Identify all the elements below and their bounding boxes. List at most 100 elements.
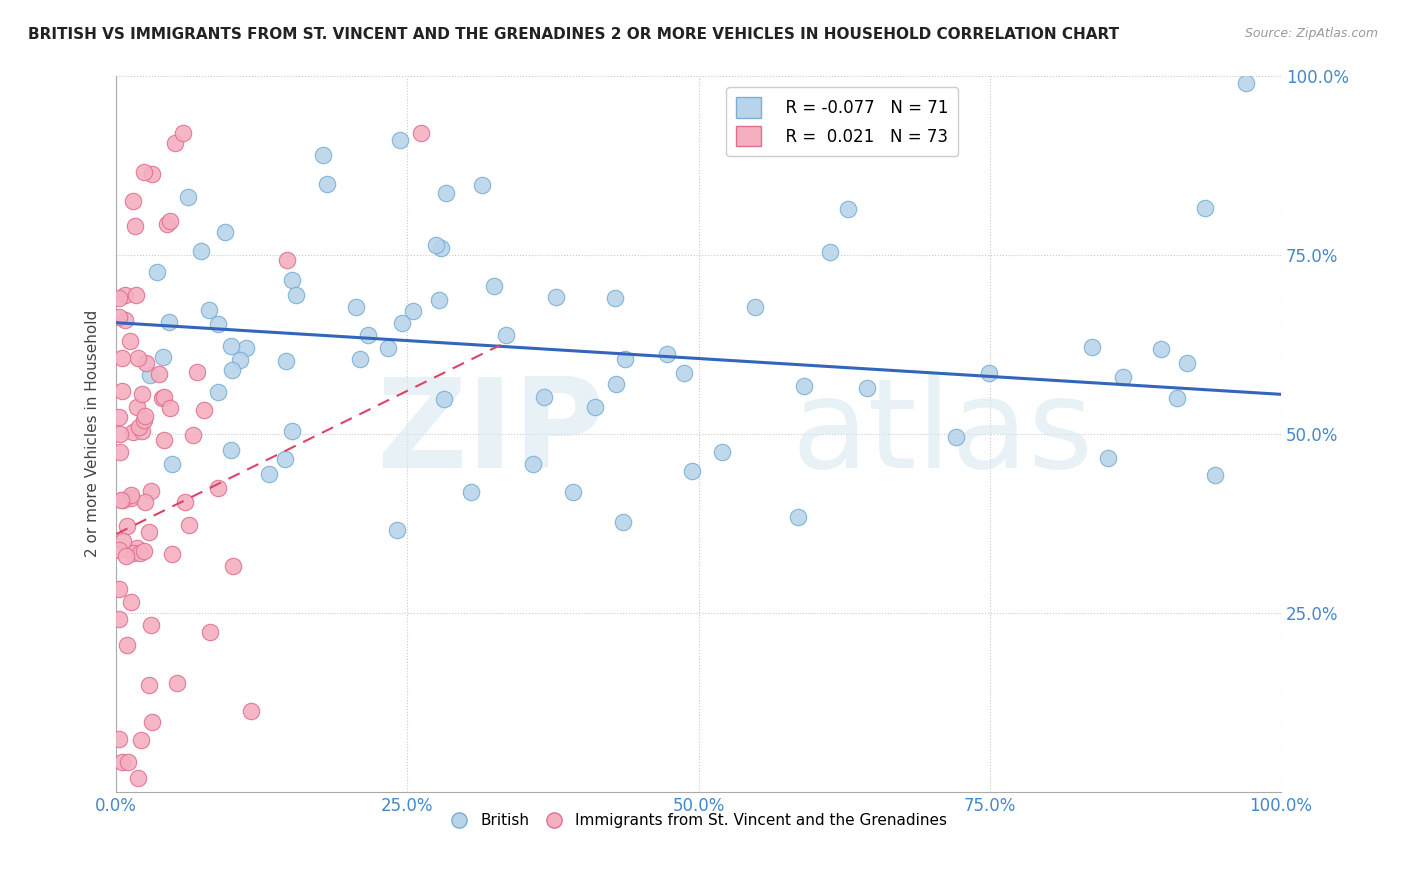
Point (482, 279, 505, 293)
Point (141, 483, 163, 498)
Point (221, 558, 243, 573)
Point (114, 312, 136, 326)
Text: Source: ZipAtlas.com: Source: ZipAtlas.com (1244, 27, 1378, 40)
Point (153, 390, 176, 404)
Point (214, 225, 236, 239)
Point (141, 715, 163, 730)
Point (120, 595, 142, 609)
Point (160, 547, 183, 561)
Point (138, 524, 160, 539)
Point (160, 457, 183, 471)
Point (107, 542, 129, 557)
Point (1166, 391, 1188, 405)
Point (107, 409, 129, 424)
Point (945, 430, 967, 444)
Point (181, 428, 204, 442)
Point (612, 515, 634, 529)
Point (1234, 76, 1257, 90)
Point (198, 625, 221, 640)
Point (583, 401, 606, 415)
Point (108, 731, 131, 746)
Point (221, 363, 243, 377)
Point (207, 317, 229, 331)
Y-axis label: 2 or more Vehicles in Household: 2 or more Vehicles in Household (86, 310, 100, 558)
Point (221, 442, 243, 457)
Point (1177, 356, 1199, 370)
Point (425, 237, 447, 252)
Point (121, 425, 143, 439)
Point (120, 487, 142, 501)
Point (108, 426, 131, 441)
Point (240, 704, 263, 718)
Point (150, 392, 173, 406)
Point (129, 733, 152, 747)
Point (129, 546, 152, 560)
Point (148, 367, 170, 381)
Point (127, 401, 149, 415)
Point (1112, 370, 1135, 384)
Point (429, 293, 451, 307)
Point (377, 341, 399, 355)
Point (312, 148, 335, 162)
Point (152, 350, 174, 364)
Point (1204, 467, 1226, 482)
Point (127, 351, 149, 366)
Point (257, 467, 280, 481)
Point (156, 217, 179, 231)
Point (357, 328, 380, 343)
Legend: British, Immigrants from St. Vincent and the Grenadines: British, Immigrants from St. Vincent and… (444, 807, 953, 835)
Text: atlas: atlas (792, 373, 1094, 494)
Point (1097, 451, 1119, 466)
Point (115, 549, 138, 564)
Point (127, 771, 149, 785)
Point (114, 287, 136, 301)
Point (281, 425, 304, 439)
Point (110, 351, 132, 365)
Point (134, 409, 156, 423)
Point (605, 376, 627, 391)
Point (793, 379, 815, 393)
Point (172, 126, 194, 140)
Point (522, 458, 544, 472)
Point (193, 402, 215, 417)
Point (117, 755, 139, 769)
Point (1150, 342, 1173, 356)
Point (219, 338, 242, 352)
Point (228, 353, 250, 368)
Point (787, 509, 810, 524)
Point (198, 303, 221, 318)
Point (433, 392, 456, 406)
Point (434, 186, 457, 201)
Text: BRITISH VS IMMIGRANTS FROM ST. VINCENT AND THE GRENADINES 2 OR MORE VEHICLES IN : BRITISH VS IMMIGRANTS FROM ST. VINCENT A… (28, 27, 1119, 42)
Point (385, 523, 408, 537)
Point (108, 445, 131, 459)
Point (139, 618, 162, 632)
Point (120, 491, 142, 506)
Point (153, 433, 176, 447)
Point (614, 351, 637, 366)
Point (546, 290, 568, 304)
Point (146, 265, 169, 279)
Point (281, 273, 304, 287)
Point (837, 202, 859, 216)
Point (391, 316, 413, 330)
Point (389, 133, 412, 147)
Point (118, 334, 141, 348)
Point (138, 678, 160, 692)
Point (460, 484, 482, 499)
Point (128, 420, 150, 434)
Point (344, 301, 367, 315)
Point (207, 481, 229, 495)
Point (855, 381, 877, 395)
Point (177, 190, 200, 204)
Point (139, 368, 162, 382)
Point (107, 291, 129, 305)
Point (112, 533, 135, 548)
Point (533, 390, 555, 404)
Point (179, 518, 201, 533)
Point (117, 638, 139, 652)
Point (190, 244, 212, 258)
Point (977, 367, 1000, 381)
Point (107, 612, 129, 626)
Point (131, 424, 153, 438)
